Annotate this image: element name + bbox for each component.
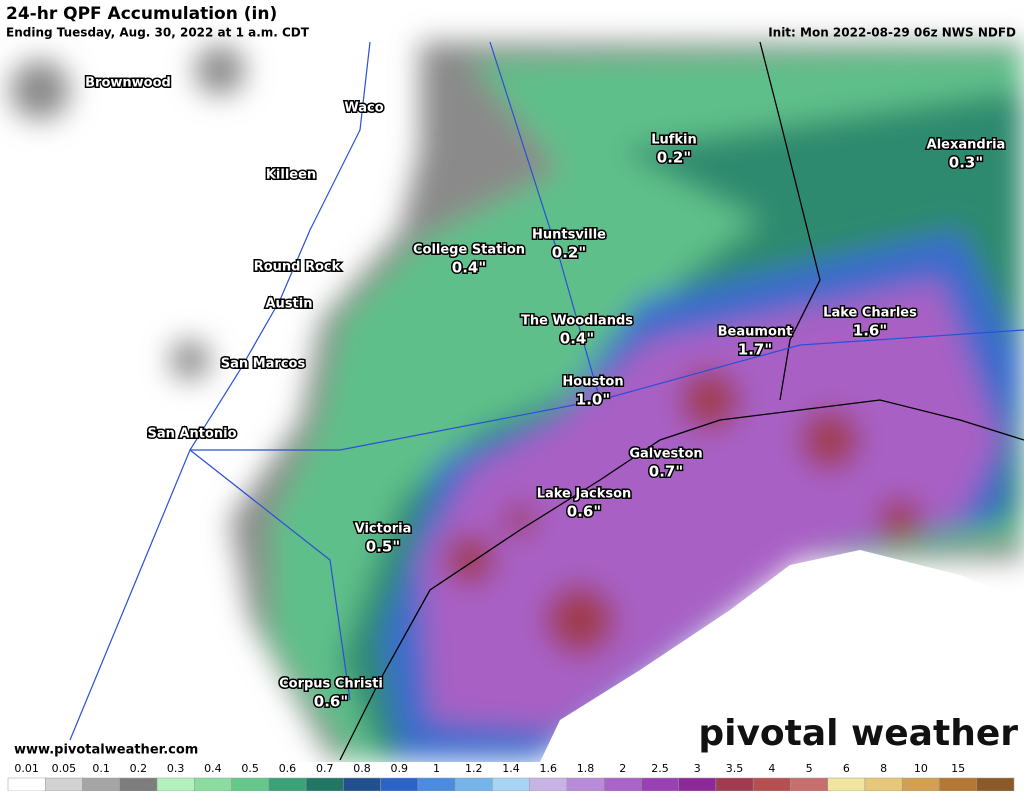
legend-label: 10 [914,762,928,775]
city-value: 1.6" [853,322,887,340]
legend-swatch [976,777,1015,792]
legend-label: 2 [619,762,626,775]
legend-swatch [641,777,679,792]
legend-label: 0.8 [353,762,371,775]
source-url: www.pivotalweather.com [14,743,198,758]
legend-label: 1.4 [502,762,520,775]
legend-label: 0.9 [390,762,408,775]
legend-swatch [343,777,381,792]
coastline [339,399,1024,761]
legend-swatch [82,777,121,792]
legend-label: 0.4 [204,762,222,775]
legend-swatch [752,777,791,792]
legend-swatch [380,777,419,792]
city-name: Corpus Christi [279,677,383,692]
legend-label: 2.5 [651,762,669,775]
city-name: Lufkin [651,133,697,148]
legend-swatch [939,777,977,792]
legend-label: 8 [880,762,887,775]
legend-label: 15 [951,762,965,775]
city-name: The Woodlands [521,314,633,329]
city-value: 0.3" [949,154,983,172]
legend-swatch [529,777,568,792]
legend-swatch [305,777,344,792]
city-value: 0.6" [314,693,348,711]
city-value: 0.5" [366,538,400,556]
legend-swatch [678,777,717,792]
city-name: Lake Jackson [537,487,632,502]
city-name: Beaumont [718,325,793,340]
legend-swatch [715,777,754,792]
legend-swatch [864,777,903,792]
city-name: Alexandria [927,138,1006,153]
city-name: Galveston [629,447,702,462]
legend-swatch [7,777,46,792]
legend-swatch [231,777,270,792]
legend-label: 0.5 [241,762,259,775]
gulf-blank [540,550,1024,762]
legend-label: 0.05 [52,762,77,775]
city-name: Victoria [355,522,412,537]
city-name: Huntsville [532,228,606,243]
city-value: 0.4" [560,330,594,348]
city-name: Houston [562,375,623,390]
legend-swatch [492,777,530,792]
legend-label: 0.01 [14,762,39,775]
legend-label: 4 [768,762,775,775]
subtitle: Ending Tuesday, Aug. 30, 2022 at 1 a.m. … [6,26,310,40]
legend-swatch [827,777,866,792]
legend-swatch [156,777,195,792]
city-value: 1.7" [738,341,772,359]
city-name: College Station [413,243,525,258]
legend-label: 5 [806,762,813,775]
city-value: 1.0" [576,391,610,409]
city-value: 0.7" [649,463,683,481]
legend-label: 3 [694,762,701,775]
legend-swatch [45,777,83,792]
city-name: Round Rock [254,260,341,275]
city-name: Waco [344,101,383,116]
legend-label: 6 [843,762,850,775]
legend-label: 0.3 [167,762,185,775]
legend-swatch [566,777,605,792]
legend-label: 0.1 [92,762,110,775]
legend-label: 1.2 [465,762,483,775]
legend-label: 0.6 [279,762,297,775]
legend-label: 0.7 [316,762,334,775]
legend-label: 3.5 [726,762,744,775]
legend-swatch [268,777,307,792]
legend-label: 1 [433,762,440,775]
legend-label: 1.6 [540,762,558,775]
city-name: San Marcos [221,357,306,372]
state-border [759,41,821,401]
init-time: Init: Mon 2022-08-29 06z NWS NDFD [768,26,1016,40]
city-name: San Antonio [147,427,236,442]
legend-swatch [790,777,828,792]
city-name: Austin [266,297,313,312]
city-name: Killeen [266,168,316,183]
highways [69,41,1024,741]
legend-swatch [194,777,232,792]
brand-logo: pivotal weather [698,713,1018,754]
city-value: 0.4" [452,259,486,277]
legend-swatch [119,777,158,792]
city-value: 0.6" [567,503,601,521]
legend-swatch [603,777,642,792]
legend-swatch [901,777,940,792]
legend-label: 0.2 [130,762,148,775]
legend-swatch [454,777,493,792]
precip-field [10,42,1024,760]
legend-label: 1.8 [577,762,595,775]
legend-swatch [417,777,456,792]
city-name: Brownwood [85,76,171,91]
title: 24-hr QPF Accumulation (in) [6,4,277,24]
city-value: 0.2" [657,149,691,167]
city-value: 0.2" [552,244,586,262]
city-name: Lake Charles [823,306,917,321]
